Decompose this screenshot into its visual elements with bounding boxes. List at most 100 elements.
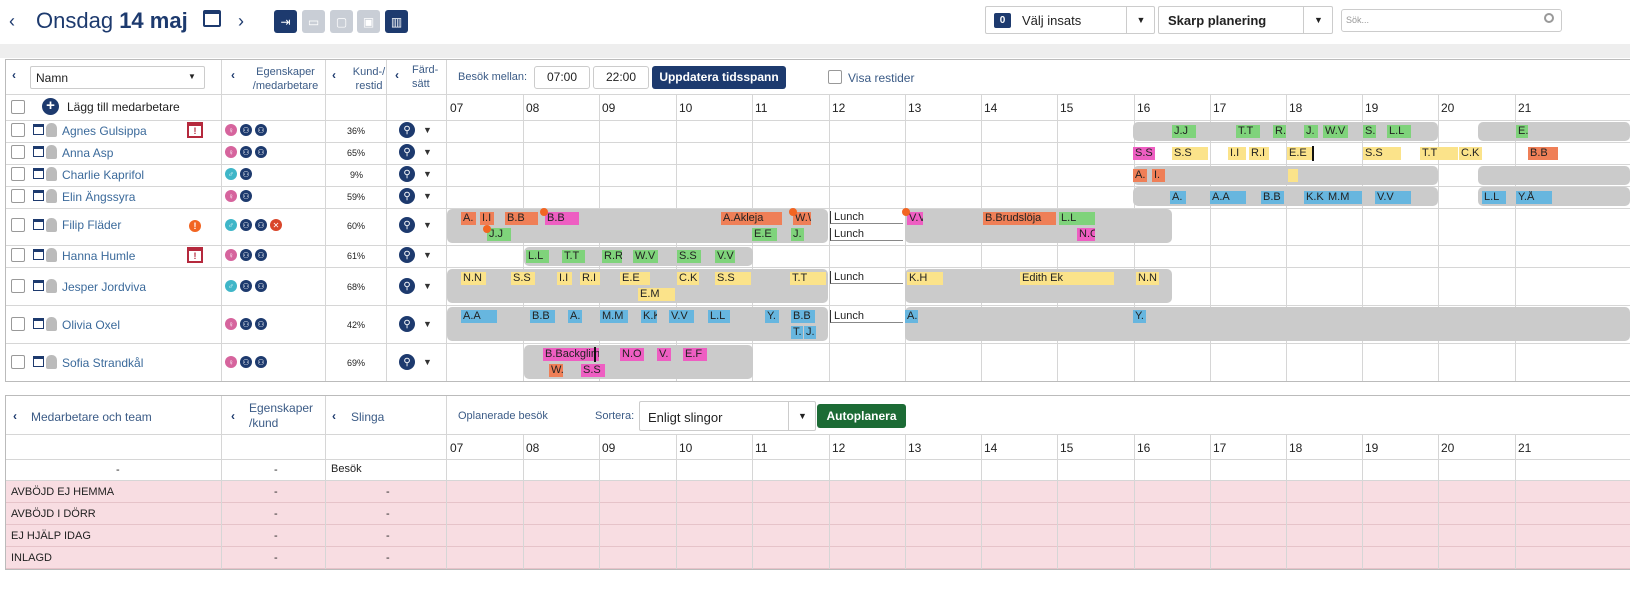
category-row[interactable]: AVBÖJD EJ HEMMA - - bbox=[6, 481, 1630, 503]
walking-icon[interactable]: ⚲ bbox=[399, 247, 415, 263]
visit-block[interactable]: C.K bbox=[677, 272, 699, 285]
visit-block[interactable]: B.B bbox=[530, 310, 555, 323]
visit-block[interactable]: S.S bbox=[715, 272, 751, 285]
category-row[interactable]: AVBÖJD I DÖRR - - bbox=[6, 503, 1630, 525]
slinga-col-chevron-icon[interactable]: ‹ bbox=[332, 409, 336, 423]
visit-block[interactable]: A.A bbox=[1210, 191, 1246, 204]
transport-dropdown-icon[interactable]: ▼ bbox=[423, 220, 432, 230]
visit-block[interactable]: R.I bbox=[1249, 147, 1269, 160]
visit-block[interactable]: B.B bbox=[545, 212, 579, 225]
employee-name[interactable]: Agnes Gulsippa bbox=[62, 124, 147, 138]
visit-block[interactable]: K.K bbox=[641, 310, 657, 323]
visit-block[interactable]: S.S bbox=[677, 250, 701, 263]
visit-block[interactable]: E.E bbox=[620, 272, 650, 285]
visit-block[interactable]: V.V bbox=[669, 310, 694, 323]
shift-bar[interactable] bbox=[1133, 166, 1438, 185]
kund-col-chevron-icon[interactable]: ‹ bbox=[332, 68, 336, 82]
visit-block[interactable]: E.E bbox=[752, 228, 777, 241]
visit-block[interactable]: V.V bbox=[715, 250, 735, 263]
from-time-input[interactable]: 07:00 bbox=[534, 66, 590, 89]
search-input[interactable]: Sök... bbox=[1341, 9, 1562, 32]
visit-block[interactable]: S. bbox=[1363, 125, 1376, 138]
visit-block[interactable]: B.B bbox=[791, 310, 815, 323]
employee-checkbox[interactable] bbox=[11, 189, 25, 203]
visit-block[interactable]: M.M bbox=[600, 310, 628, 323]
add-employee-label[interactable]: Lägg till medarbetare bbox=[67, 100, 180, 114]
name-col-chevron-icon[interactable]: ‹ bbox=[12, 68, 16, 82]
visit-block[interactable]: T.T bbox=[562, 250, 585, 263]
schedule-icon[interactable] bbox=[33, 168, 44, 179]
visit-block[interactable]: S.S bbox=[1172, 147, 1208, 160]
export-button[interactable]: ⇥ bbox=[274, 10, 297, 33]
visit-block[interactable]: N.N bbox=[461, 272, 486, 285]
employee-name[interactable]: Olivia Oxel bbox=[62, 318, 121, 332]
category-row[interactable]: INLAGD - - bbox=[6, 547, 1630, 569]
warning-icon[interactable]: ! bbox=[189, 220, 201, 232]
category-row[interactable]: EJ HJÄLP IDAG - - bbox=[6, 525, 1630, 547]
visit-block[interactable]: A. bbox=[461, 212, 476, 225]
transport-dropdown-icon[interactable]: ▼ bbox=[423, 250, 432, 260]
employee-checkbox[interactable] bbox=[11, 145, 25, 159]
visit-block[interactable]: E. bbox=[1516, 125, 1528, 138]
name-select[interactable]: Namn ▼ bbox=[30, 66, 205, 89]
visit-block[interactable]: B.B bbox=[505, 212, 538, 225]
props-col-chevron-icon[interactable]: ‹ bbox=[231, 68, 235, 82]
lunch-block[interactable]: Lunch bbox=[830, 228, 903, 241]
alert-dot-icon[interactable] bbox=[540, 208, 548, 216]
schedule-icon[interactable] bbox=[33, 146, 44, 157]
visit-block[interactable]: A.A bbox=[461, 310, 497, 323]
visit-block[interactable]: B.Backglim bbox=[543, 348, 599, 361]
employee-name[interactable]: Sofia Strandkål bbox=[62, 356, 144, 370]
team-col-chevron-icon[interactable]: ‹ bbox=[13, 409, 17, 423]
visit-block[interactable]: L.L bbox=[1387, 125, 1411, 138]
fard-col-chevron-icon[interactable]: ‹ bbox=[395, 68, 399, 82]
prev-day-chevron-icon[interactable]: ‹ bbox=[9, 11, 15, 31]
visit-block[interactable]: W.\ bbox=[793, 212, 811, 225]
visit-block[interactable]: L.L bbox=[1482, 191, 1506, 204]
print-button[interactable]: ▭ bbox=[302, 10, 325, 33]
schedule-icon[interactable] bbox=[33, 318, 44, 329]
autoplan-button[interactable]: Autoplanera bbox=[817, 404, 906, 428]
employee-name[interactable]: Hanna Humle bbox=[62, 249, 136, 263]
visit-block[interactable]: K.H bbox=[907, 272, 943, 285]
walking-icon[interactable]: ⚲ bbox=[399, 166, 415, 182]
schedule-icon[interactable] bbox=[33, 280, 44, 291]
visit-block[interactable]: E.M bbox=[638, 288, 675, 301]
visit-block[interactable]: L.L bbox=[708, 310, 730, 323]
planning-select[interactable]: Skarp planering ▼ bbox=[1158, 6, 1333, 34]
walking-icon[interactable]: ⚲ bbox=[399, 144, 415, 160]
employee-name[interactable]: Filip Fläder bbox=[62, 218, 122, 232]
shift-bar[interactable] bbox=[447, 307, 828, 341]
employee-name[interactable]: Charlie Kaprifol bbox=[62, 168, 145, 182]
visit-block[interactable]: R.R bbox=[602, 250, 622, 263]
visit-block[interactable]: W.V bbox=[633, 250, 658, 263]
employee-checkbox[interactable] bbox=[11, 123, 25, 137]
visit-block[interactable]: N.O bbox=[620, 348, 644, 361]
walking-icon[interactable]: ⚲ bbox=[399, 316, 415, 332]
visit-block[interactable]: N.N bbox=[1136, 272, 1159, 285]
visit-block[interactable]: Y. bbox=[765, 310, 779, 323]
visit-block[interactable]: Y.Å bbox=[1516, 191, 1552, 204]
visit-block[interactable]: I.I bbox=[557, 272, 572, 285]
visit-block[interactable]: T.T bbox=[1236, 125, 1260, 138]
walking-icon[interactable]: ⚲ bbox=[399, 122, 415, 138]
visit-block[interactable]: I. bbox=[1152, 169, 1165, 182]
kund-props-chevron-icon[interactable]: ‹ bbox=[231, 409, 235, 423]
visit-block[interactable]: I.I bbox=[1228, 147, 1246, 160]
visit-block[interactable]: S.S bbox=[511, 272, 535, 285]
schedule-icon[interactable] bbox=[33, 124, 44, 135]
visit-block[interactable]: N.O bbox=[1077, 228, 1095, 241]
visit-block[interactable]: B.B bbox=[1261, 191, 1284, 204]
transport-dropdown-icon[interactable]: ▼ bbox=[423, 169, 432, 179]
select-all-checkbox[interactable] bbox=[11, 100, 25, 114]
employee-checkbox[interactable] bbox=[11, 355, 25, 369]
visit-block[interactable]: V.V bbox=[907, 212, 923, 225]
visit-block[interactable]: A. bbox=[905, 310, 918, 323]
visit-block[interactable]: A. bbox=[1133, 169, 1147, 182]
transport-dropdown-icon[interactable]: ▼ bbox=[423, 357, 432, 367]
statistics-button[interactable]: ▥ bbox=[385, 10, 408, 33]
visit-block[interactable]: M.M bbox=[1326, 191, 1362, 204]
visit-block[interactable]: S.S bbox=[1133, 147, 1155, 160]
visit-block[interactable]: A. bbox=[568, 310, 582, 323]
alert-dot-icon[interactable] bbox=[902, 208, 910, 216]
